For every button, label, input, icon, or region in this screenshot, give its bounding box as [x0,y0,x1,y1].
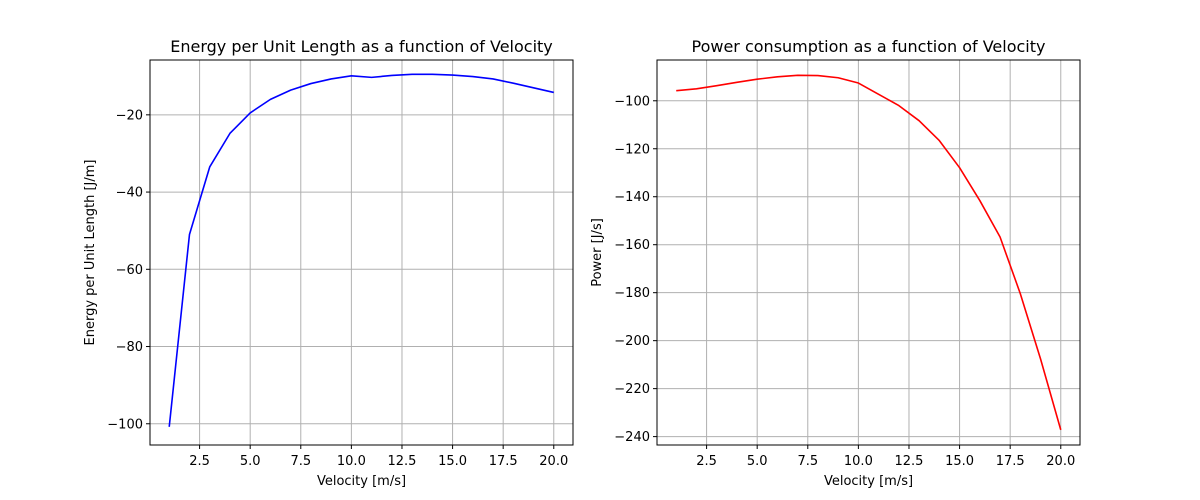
x-tick-label: 15.0 [945,454,974,469]
y-tick-label: −140 [614,190,650,205]
x-tick-label: 10.0 [337,454,366,469]
x-tick-label: 20.0 [1046,454,1075,469]
series-line [168,73,554,427]
y-tick-label: −240 [614,430,650,445]
x-tick-label: 10.0 [844,454,873,469]
x-tick-label: 17.5 [996,454,1025,469]
y-tick-label: −220 [614,382,650,397]
chart-power-consumption: 2.5 5.0 7.5 10.0 12.5 15.0 17.5 20.0 −240 −220 −20… [590,37,1081,489]
y-tick-label: −120 [614,142,650,157]
x-tick-label: 15.0 [438,454,467,469]
chart-energy-per-unit-length: 2.5 5.0 7.5 10.0 12.5 15.0 17.5 20.0 −100 −80 −60 −… [83,37,574,489]
y-tick-label: −40 [116,186,143,201]
plot-frame [149,59,574,446]
x-tick-label: 2.5 [696,454,717,469]
x-axis-label: Velocity [m/s] [824,474,913,489]
plot-frame [656,59,1081,446]
y-tick-label: −180 [614,286,650,301]
x-tick-label: 7.5 [797,454,818,469]
y-tick-label: −200 [614,334,650,349]
y-tick-label: −80 [116,340,143,355]
y-tick-label: −100 [614,94,650,109]
chart-title: Energy per Unit Length as a function of … [170,37,553,56]
x-tick-label: 5.0 [747,454,768,469]
x-tick-label: 20.0 [539,454,568,469]
series-line [676,74,1062,431]
x-tick-label: 12.5 [895,454,924,469]
x-tick-label: 7.5 [290,454,311,469]
chart-title: Power consumption as a function of Veloc… [692,37,1046,56]
y-axis-label: Energy per Unit Length [J/m] [83,160,98,346]
x-tick-label: 5.0 [240,454,261,469]
x-tick-label: 2.5 [189,454,210,469]
x-tick-label: 12.5 [388,454,417,469]
y-tick-label: −160 [614,238,650,253]
y-axis-label: Power [J/s] [590,218,605,287]
x-tick-label: 17.5 [489,454,518,469]
y-tick-label: −60 [116,263,143,278]
x-axis-label: Velocity [m/s] [317,474,406,489]
y-tick-label: −20 [116,108,143,123]
y-tick-label: −100 [107,417,143,432]
